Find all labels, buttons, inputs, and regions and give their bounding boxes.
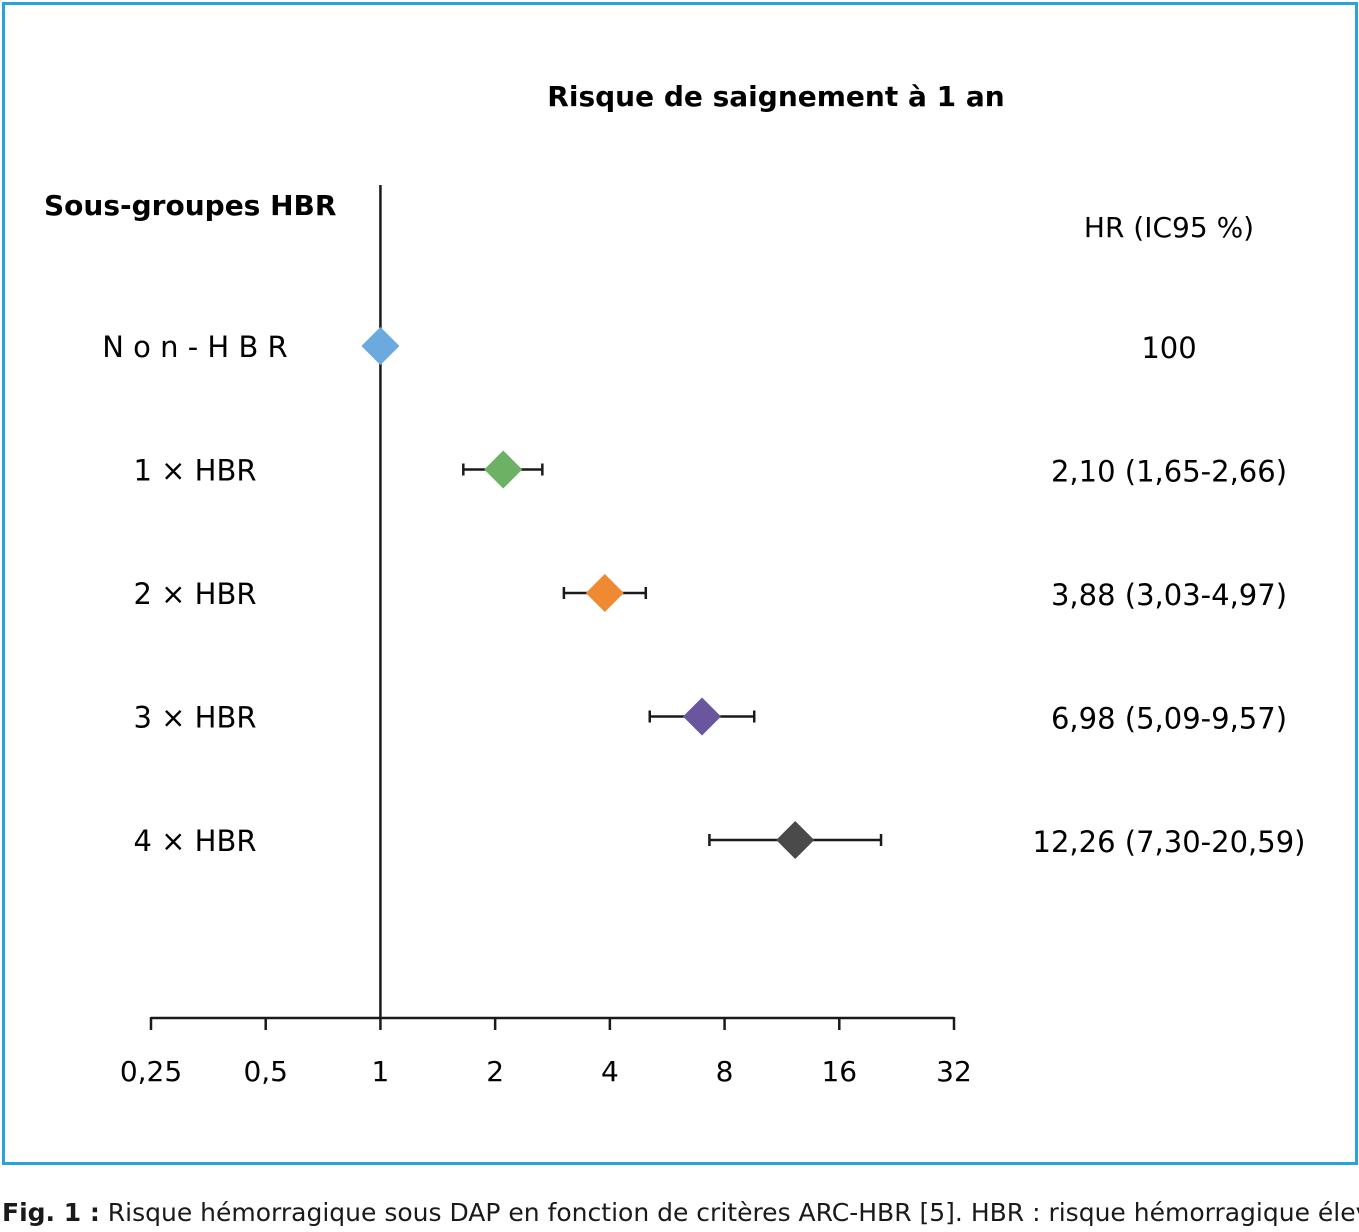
chart-title: Risque de saignement à 1 an	[547, 80, 1004, 113]
forest-row: N o n - H B R 100	[102, 327, 1197, 365]
row-label: N o n - H B R	[102, 330, 287, 364]
x-axis: 0,25 0,5 1 2 4 8 16 32	[120, 185, 972, 1088]
forest-rows: N o n - H B R 100 1 × HBR 2,10 (1,65-2,66) 2…	[102, 327, 1305, 859]
x-tick-label: 8	[716, 1055, 734, 1088]
caption-text: Risque hémorragique sous DAP en fonction…	[99, 1198, 1359, 1227]
x-tick-label: 32	[936, 1055, 972, 1088]
hr-column-header: HR (IC95 %)	[1084, 211, 1254, 244]
hr-value: 2,10 (1,65-2,66)	[1051, 455, 1287, 489]
point-estimate-diamond	[361, 327, 400, 365]
x-tick-label: 1	[372, 1055, 390, 1088]
figure-frame	[2, 2, 1358, 1165]
row-label: 4 × HBR	[133, 824, 256, 858]
hr-value: 12,26 (7,30-20,59)	[1033, 825, 1306, 859]
forest-row: 1 × HBR 2,10 (1,65-2,66)	[133, 450, 1287, 489]
figure-caption: Fig. 1 : Risque hémorragique sous DAP en…	[2, 1198, 1359, 1227]
row-header: Sous-groupes HBR	[44, 189, 336, 222]
caption-lead: Fig. 1 :	[2, 1198, 100, 1227]
row-label: 2 × HBR	[133, 577, 256, 611]
point-estimate-diamond	[484, 450, 523, 489]
hr-value: 6,98 (5,09-9,57)	[1051, 702, 1287, 736]
x-tick-label: 0,25	[120, 1055, 182, 1088]
forest-plot: Risque de saignement à 1 an Sous-groupes…	[44, 80, 1305, 1088]
point-estimate-diamond	[585, 574, 624, 612]
point-estimate-diamond	[682, 697, 721, 736]
x-tick-label: 0,5	[243, 1055, 288, 1088]
x-tick-label: 2	[486, 1055, 504, 1088]
forest-row: 4 × HBR 12,26 (7,30-20,59)	[133, 821, 1305, 859]
hr-value: 3,88 (3,03-4,97)	[1051, 578, 1287, 612]
forest-row: 2 × HBR 3,88 (3,03-4,97)	[133, 574, 1287, 612]
hr-value: 100	[1141, 331, 1196, 365]
point-estimate-diamond	[776, 821, 815, 859]
row-label: 3 × HBR	[133, 701, 256, 735]
row-label: 1 × HBR	[133, 454, 256, 488]
x-tick-label: 4	[601, 1055, 619, 1088]
x-tick-label: 16	[821, 1055, 857, 1088]
forest-row: 3 × HBR 6,98 (5,09-9,57)	[133, 697, 1287, 736]
